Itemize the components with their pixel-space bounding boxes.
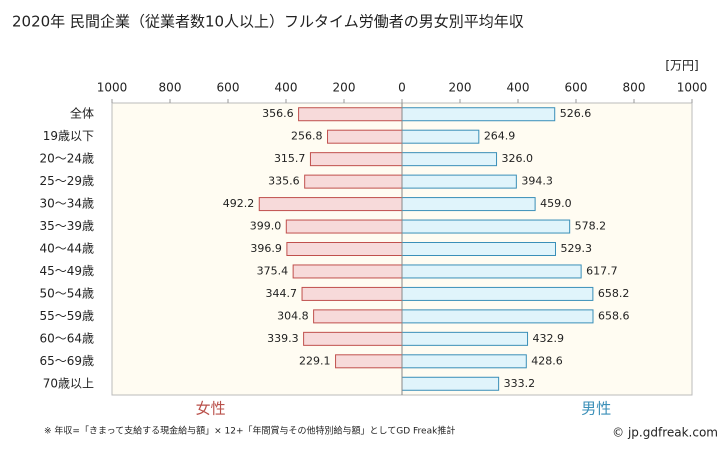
x-tick-label: 400: [275, 81, 298, 95]
value-label: 658.2: [598, 287, 630, 300]
bar: [309, 152, 403, 167]
y-tick-label: 20〜24歳: [39, 152, 94, 166]
footnote: ※ 年収=「きまって支給する現金給与額」× 12+「年間賞与その他特別給与額」と…: [44, 425, 455, 437]
value-label: 578.2: [575, 220, 607, 233]
x-tick-label: 600: [565, 81, 588, 95]
value-label: 304.8: [277, 309, 309, 322]
bar: [401, 376, 500, 391]
value-label: 333.2: [504, 377, 536, 390]
value-label: 375.4: [257, 264, 289, 277]
y-tick-label: 70歳以上: [43, 376, 94, 390]
bar: [292, 264, 403, 279]
bar: [327, 129, 403, 144]
value-label: 492.2: [223, 197, 255, 210]
legend-label: 男性: [581, 400, 611, 418]
bar: [401, 197, 536, 212]
value-label: 315.7: [274, 152, 306, 165]
bar: [258, 197, 403, 212]
value-label: 658.6: [598, 309, 630, 322]
bar: [401, 242, 556, 256]
value-label: 326.0: [502, 152, 534, 165]
value-label: 428.6: [531, 354, 563, 367]
bar: [401, 331, 529, 346]
y-tick-label: 40〜44歳: [39, 242, 94, 256]
x-tick-label: 1000: [677, 81, 708, 95]
bar: [401, 309, 594, 324]
value-label: 339.3: [267, 332, 299, 345]
bar: [304, 174, 403, 189]
y-tick-label: 35〜39歳: [39, 219, 94, 233]
value-label: 264.9: [484, 130, 516, 143]
bar: [303, 331, 403, 346]
x-tick-label: 600: [217, 81, 240, 95]
value-label: 526.6: [560, 107, 592, 120]
bar: [285, 219, 403, 234]
value-label: 394.3: [521, 175, 553, 188]
y-tick-label: 55〜59歳: [39, 309, 94, 323]
y-tick-label: 30〜34歳: [39, 197, 94, 211]
y-tick-label: 全体: [70, 106, 94, 121]
value-label: 256.8: [291, 130, 323, 143]
bar: [401, 107, 556, 122]
bar: [313, 309, 403, 324]
bar: [335, 354, 403, 369]
y-tick-label: 19歳以下: [43, 129, 94, 143]
x-tick-label: 0: [398, 81, 406, 95]
bar: [301, 286, 403, 301]
value-label: 432.9: [533, 332, 565, 345]
x-tick-label: 1000: [97, 81, 128, 95]
x-tick-label: 800: [159, 81, 182, 95]
y-tick-label: 65〜69歳: [39, 354, 94, 368]
y-tick-label: 50〜54歳: [39, 286, 94, 300]
x-tick-label: 200: [333, 81, 356, 95]
value-label: 229.1: [299, 354, 331, 367]
value-label: 335.6: [268, 175, 300, 188]
y-tick-label: 25〜29歳: [39, 174, 94, 188]
y-tick-label: 60〜64歳: [39, 331, 94, 345]
x-tick-label: 400: [507, 81, 530, 95]
value-label: 617.7: [586, 264, 618, 277]
bar: [401, 129, 480, 144]
bar: [298, 107, 403, 122]
y-tick-label: 45〜49歳: [39, 264, 94, 278]
bar: [401, 354, 527, 369]
bar: [401, 219, 571, 234]
chart-title: 2020年 民間企業（従業者数10人以上）フルタイム労働者の男女別平均年収: [12, 13, 524, 31]
value-label: 399.0: [250, 220, 282, 233]
unit-label: [万円]: [665, 59, 698, 73]
bar: [401, 286, 594, 301]
bar: [286, 242, 403, 256]
value-label: 344.7: [266, 287, 298, 300]
value-label: 356.6: [262, 107, 294, 120]
bar: [401, 152, 498, 167]
x-tick-label: 800: [623, 81, 646, 95]
watermark: © jp.gdfreak.com: [612, 426, 718, 440]
value-label: 529.3: [560, 242, 592, 255]
x-tick-label: 200: [449, 81, 472, 95]
bar: [401, 264, 582, 279]
value-label: 396.9: [250, 242, 282, 255]
value-label: 459.0: [540, 197, 572, 210]
legend-label: 女性: [196, 400, 226, 418]
bar: [401, 174, 517, 189]
